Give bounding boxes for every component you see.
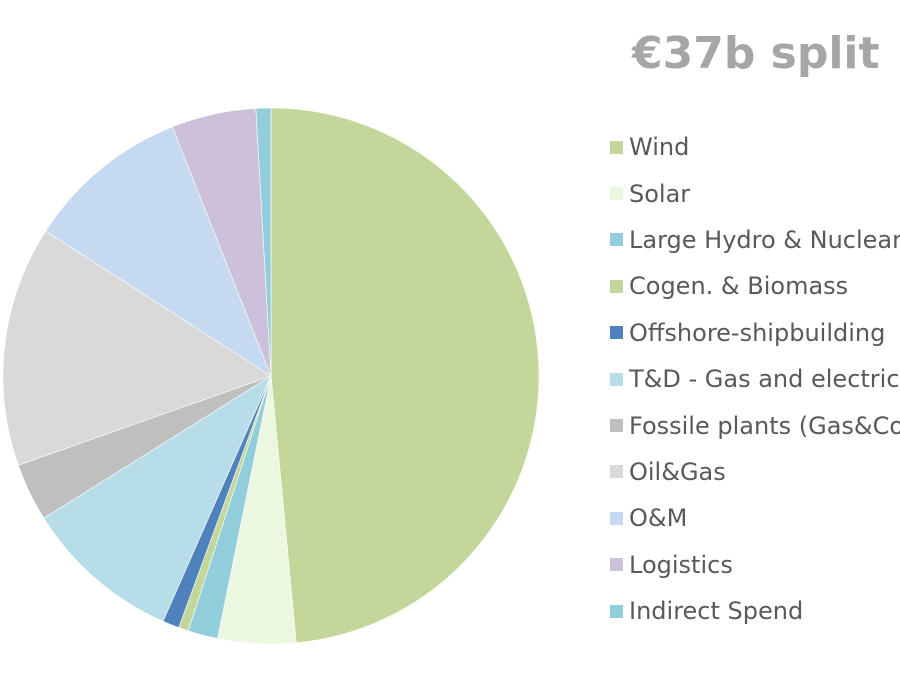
legend-item: Indirect Spend <box>610 588 900 634</box>
chart-title: €37b split <box>632 28 880 79</box>
legend-swatch <box>610 279 623 293</box>
legend-item: Solar <box>610 170 900 216</box>
pie-slice-5 <box>43 375 272 622</box>
pie-slice-10 <box>255 107 272 377</box>
legend-swatch <box>610 511 623 525</box>
legend-swatch <box>610 187 623 201</box>
legend-label: T&D - Gas and electric <box>629 365 900 394</box>
legend-item: Fossile plants (Gas&Coal) <box>610 402 900 448</box>
legend: Wind Solar Large Hydro & Nuclear Cogen. & B… <box>610 124 900 634</box>
legend-label: Offshore-shipbuilding <box>629 318 886 347</box>
legend-label: Wind <box>629 133 690 162</box>
legend-label: O&M <box>629 504 688 533</box>
legend-swatch <box>610 604 623 618</box>
legend-item: Wind <box>610 124 900 170</box>
legend-label: Solar <box>629 179 691 208</box>
pie-slice-7 <box>2 230 272 466</box>
legend-item: O&M <box>610 495 900 541</box>
legend-swatch <box>610 465 623 479</box>
legend-swatch <box>610 233 623 247</box>
legend-item: T&D - Gas and electric <box>610 356 900 402</box>
legend-label: Cogen. & Biomass <box>629 272 849 301</box>
legend-item: Large Hydro & Nuclear <box>610 217 900 263</box>
pie-slice-8 <box>45 126 272 377</box>
legend-item: Logistics <box>610 542 900 588</box>
legend-label: Oil&Gas <box>629 457 726 486</box>
pie-slice-0 <box>270 107 540 644</box>
legend-item: Offshore-shipbuilding <box>610 310 900 356</box>
legend-swatch <box>610 140 623 154</box>
legend-label: Logistics <box>629 550 733 579</box>
legend-swatch <box>610 372 623 386</box>
legend-label: Fossile plants (Gas&Coal) <box>629 411 900 440</box>
legend-swatch <box>610 326 623 340</box>
legend-label: Large Hydro & Nuclear <box>629 225 900 254</box>
legend-item: Oil&Gas <box>610 449 900 495</box>
legend-swatch <box>610 558 623 572</box>
pie-chart <box>2 107 540 645</box>
legend-swatch <box>610 419 623 433</box>
legend-item: Cogen. & Biomass <box>610 263 900 309</box>
legend-label: Indirect Spend <box>629 597 804 626</box>
